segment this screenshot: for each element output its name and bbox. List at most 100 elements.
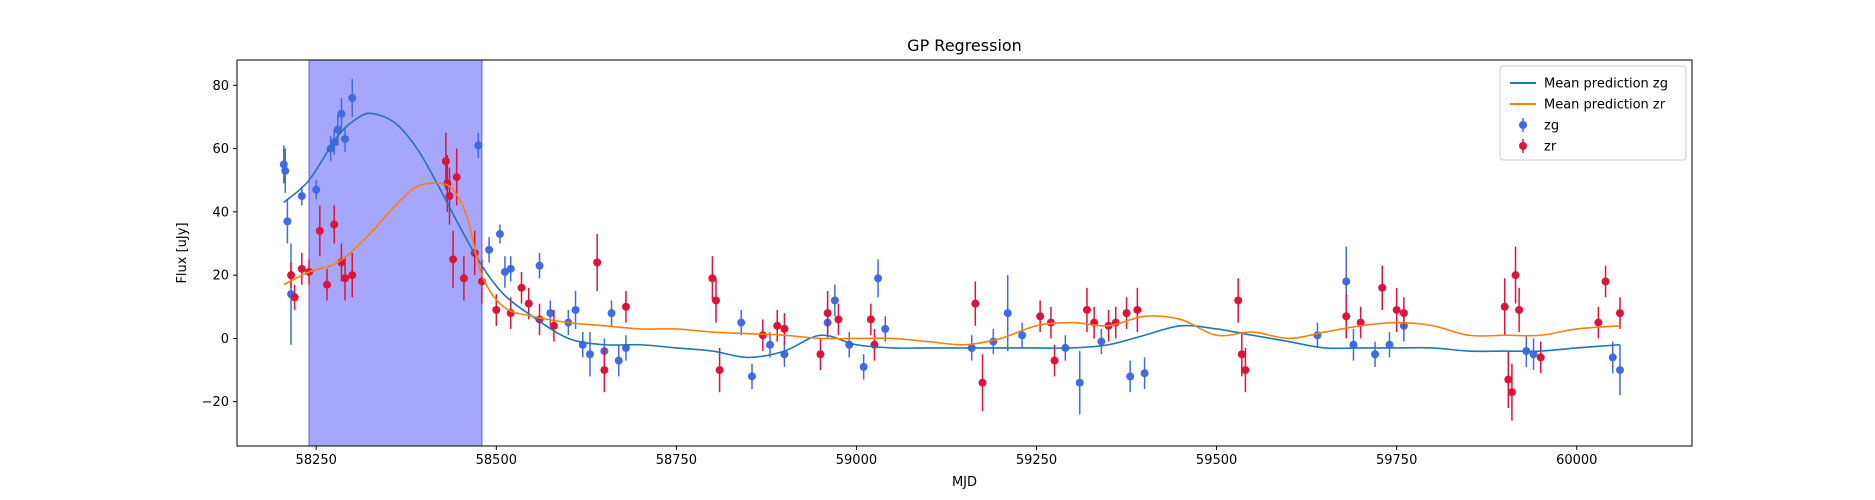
- zg-point: [1313, 322, 1322, 348]
- zg-point: [607, 300, 616, 326]
- zr-marker: [1046, 318, 1055, 327]
- zg-marker: [283, 217, 292, 226]
- zg-marker: [348, 93, 357, 102]
- zg-marker: [1140, 369, 1149, 378]
- zr-point: [834, 303, 843, 336]
- zr-marker: [1504, 375, 1513, 384]
- zg-marker: [571, 305, 580, 314]
- data-points-layer: [279, 78, 1624, 421]
- zg-marker: [766, 340, 775, 349]
- zg-marker: [874, 274, 883, 283]
- zg-marker: [506, 264, 515, 273]
- zg-marker: [1349, 340, 1358, 349]
- zr-marker: [330, 220, 339, 229]
- legend: Mean prediction zg Mean prediction zr zg zr: [1499, 65, 1687, 161]
- zr-point: [348, 253, 357, 298]
- zg-marker: [535, 261, 544, 270]
- zr-marker: [1036, 312, 1045, 321]
- zr-point: [1601, 265, 1610, 298]
- zr-point: [449, 230, 458, 288]
- zg-point: [585, 332, 594, 377]
- zg-point: [737, 309, 746, 336]
- zg-point: [859, 354, 868, 380]
- legend-item: zg: [1519, 118, 1559, 134]
- zr-marker: [323, 280, 332, 289]
- zr-marker: [1594, 318, 1603, 327]
- zg-point: [506, 256, 515, 282]
- zr-marker: [1133, 305, 1142, 314]
- zg-point: [1097, 328, 1106, 355]
- zr-point: [459, 256, 468, 301]
- zg-point: [1140, 357, 1149, 390]
- zg-point: [341, 126, 350, 152]
- zr-marker: [449, 255, 458, 264]
- zg-point: [780, 341, 789, 367]
- zr-marker: [780, 324, 789, 333]
- zr-point: [816, 338, 825, 371]
- zr-marker: [1378, 283, 1387, 292]
- legend-label: Mean prediction zg: [1544, 77, 1668, 92]
- zg-marker: [485, 245, 494, 254]
- zr-marker: [287, 271, 296, 280]
- zr-point: [1090, 306, 1099, 339]
- mean-prediction-zr-line: [283, 182, 1621, 346]
- zr-marker: [348, 271, 357, 280]
- y-tick-label: 40: [212, 205, 229, 220]
- zr-point: [1241, 347, 1250, 393]
- zr-point: [600, 347, 609, 393]
- zg-point: [1349, 328, 1358, 361]
- zg-marker: [748, 372, 757, 381]
- zr-point: [870, 328, 879, 361]
- zr-marker: [1356, 318, 1365, 327]
- zg-point: [535, 253, 544, 279]
- y-tick-label: 80: [212, 79, 229, 94]
- legend-box: [1499, 65, 1687, 161]
- shaded-region: [308, 59, 483, 447]
- zr-point: [1133, 287, 1142, 333]
- zg-marker: [312, 185, 321, 194]
- zg-marker: [1529, 350, 1538, 359]
- zr-point: [1511, 246, 1520, 304]
- legend-marker-swatch: [1519, 121, 1527, 129]
- zr-marker: [834, 315, 843, 324]
- zr-point: [1392, 287, 1401, 333]
- zr-point: [1399, 297, 1408, 329]
- zr-point: [1507, 363, 1516, 421]
- zg-point: [485, 237, 494, 263]
- zg-marker: [546, 309, 555, 318]
- zr-marker: [1342, 312, 1351, 321]
- zr-marker: [459, 274, 468, 283]
- zr-marker: [1050, 356, 1059, 365]
- zg-marker: [281, 166, 290, 175]
- zr-marker: [708, 274, 717, 283]
- zr-marker: [1511, 271, 1520, 280]
- legend-label: zr: [1544, 140, 1557, 155]
- zg-marker: [607, 309, 616, 318]
- zg-marker: [474, 141, 483, 150]
- legend-item: Mean prediction zr: [1510, 98, 1666, 113]
- zg-point: [1003, 275, 1012, 352]
- zr-marker: [492, 305, 501, 314]
- zg-marker: [333, 125, 342, 134]
- zr-marker: [1515, 305, 1524, 314]
- zr-point: [758, 319, 767, 352]
- zg-point: [845, 332, 854, 358]
- legend-item: Mean prediction zg: [1510, 77, 1668, 92]
- zg-marker: [341, 135, 350, 144]
- x-tick-label: 59500: [1196, 453, 1237, 468]
- x-tick-label: 58500: [476, 453, 517, 468]
- zr-point: [341, 256, 350, 301]
- zr-marker: [1122, 309, 1131, 318]
- zg-marker: [1371, 350, 1380, 359]
- shaded-region-layer: [308, 59, 483, 447]
- zr-point: [1536, 341, 1545, 374]
- zr-point: [1594, 306, 1603, 339]
- zr-point: [593, 234, 602, 291]
- zr-point: [1122, 297, 1131, 329]
- zr-point: [708, 256, 717, 301]
- zg-point: [571, 290, 580, 329]
- zg-marker: [881, 324, 890, 333]
- zg-marker: [1003, 309, 1012, 318]
- zr-marker: [441, 157, 450, 166]
